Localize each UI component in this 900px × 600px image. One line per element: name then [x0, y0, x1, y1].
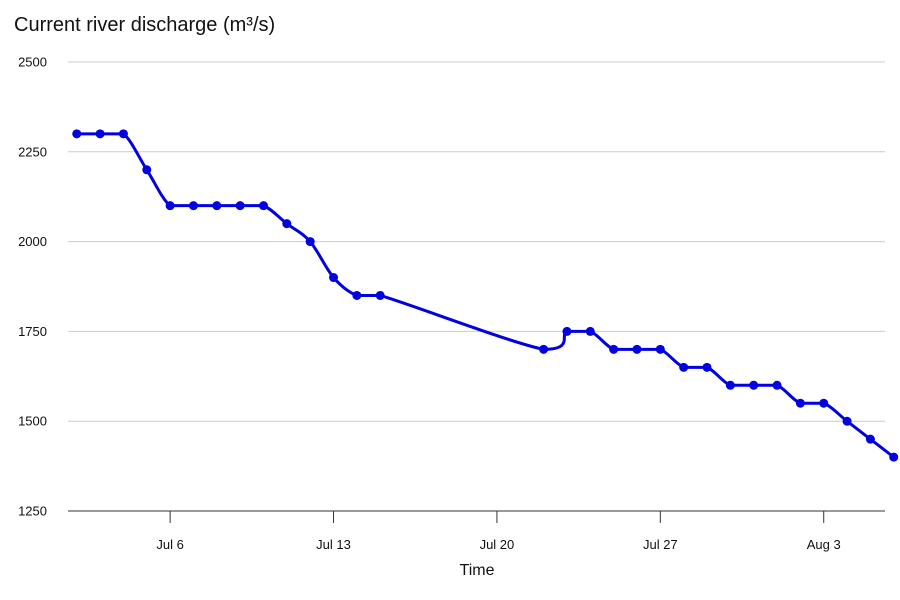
data-point[interactable]: [655, 344, 665, 354]
data-point[interactable]: [632, 344, 642, 354]
x-axis-ticks: Jul 6 Jul 13 Jul 20 Jul 27 Aug 3: [156, 511, 841, 552]
data-point[interactable]: [609, 344, 619, 354]
data-point[interactable]: [819, 398, 829, 408]
data-point[interactable]: [539, 344, 549, 354]
series: [72, 129, 899, 462]
y-tick-label: 1250: [18, 504, 47, 519]
data-point[interactable]: [585, 326, 595, 336]
y-tick-label: 2500: [18, 55, 47, 70]
data-point[interactable]: [329, 273, 339, 283]
data-point[interactable]: [282, 219, 292, 229]
data-point[interactable]: [165, 201, 175, 211]
x-tick-label: Jul 27: [643, 537, 678, 552]
series-line: [76, 132, 895, 459]
data-point[interactable]: [72, 129, 82, 139]
data-point[interactable]: [889, 452, 899, 462]
x-tick-label: Jul 13: [316, 537, 351, 552]
data-point[interactable]: [258, 201, 268, 211]
data-point[interactable]: [865, 434, 875, 444]
data-point[interactable]: [118, 129, 128, 139]
x-axis-label: Time: [460, 562, 495, 579]
data-point[interactable]: [352, 290, 362, 300]
gridlines: [68, 61, 885, 422]
data-point[interactable]: [212, 201, 222, 211]
y-tick-label: 1750: [18, 324, 47, 339]
data-point[interactable]: [725, 380, 735, 390]
data-point[interactable]: [562, 326, 572, 336]
data-point[interactable]: [305, 237, 315, 247]
data-point[interactable]: [795, 398, 805, 408]
data-point[interactable]: [188, 201, 198, 211]
data-point[interactable]: [749, 380, 759, 390]
y-axis-tick-labels: 2500 2250 2000 1750 1500 1250: [18, 55, 47, 519]
data-point[interactable]: [142, 165, 152, 175]
data-point[interactable]: [842, 416, 852, 426]
y-tick-label: 2000: [18, 234, 47, 249]
x-tick-label: Jul 6: [156, 537, 183, 552]
data-point[interactable]: [95, 129, 105, 139]
data-point[interactable]: [375, 290, 385, 300]
x-tick-label: Aug 3: [807, 537, 841, 552]
data-point[interactable]: [679, 362, 689, 372]
data-point[interactable]: [772, 380, 782, 390]
y-tick-label: 1500: [18, 414, 47, 429]
data-point[interactable]: [702, 362, 712, 372]
data-point[interactable]: [235, 201, 245, 211]
y-tick-label: 2250: [18, 144, 47, 159]
chart-title: Current river discharge (m³/s): [14, 14, 275, 36]
x-tick-label: Jul 20: [480, 537, 515, 552]
